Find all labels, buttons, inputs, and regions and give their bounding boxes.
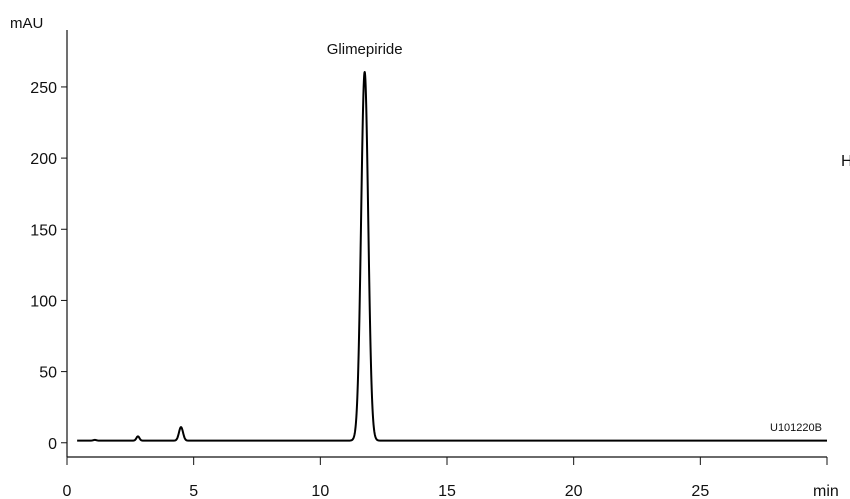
x-tick-label: 15 <box>438 483 456 499</box>
x-tick-label: 0 <box>63 483 72 499</box>
x-ticks-group: 0 5 10 15 20 25 <box>63 457 828 499</box>
x-axis-label: min <box>813 483 839 499</box>
y-ticks-group: 0 50 100 150 200 250 <box>30 80 67 453</box>
x-tick-label: 10 <box>311 483 329 499</box>
peak-label: Glimepiride <box>327 41 403 58</box>
y-tick-label: 0 <box>48 436 57 453</box>
y-tick-label: 150 <box>30 222 57 239</box>
peak-labels-group: Glimepiride <box>327 41 403 58</box>
x-tick-label: 20 <box>565 483 583 499</box>
y-tick-label: 200 <box>30 151 57 168</box>
chromatogram-trace <box>76 70 828 442</box>
y-tick-label: 100 <box>30 293 57 310</box>
y-tick-label: 50 <box>39 365 57 382</box>
trace-id-label: U101220B <box>770 422 822 434</box>
x-tick-label: 25 <box>691 483 709 499</box>
y-axis-label: mAU <box>10 15 43 32</box>
x-tick-label: 5 <box>189 483 198 499</box>
y-tick-label: 250 <box>30 80 57 97</box>
edge-fragment-text: H <box>841 153 850 170</box>
